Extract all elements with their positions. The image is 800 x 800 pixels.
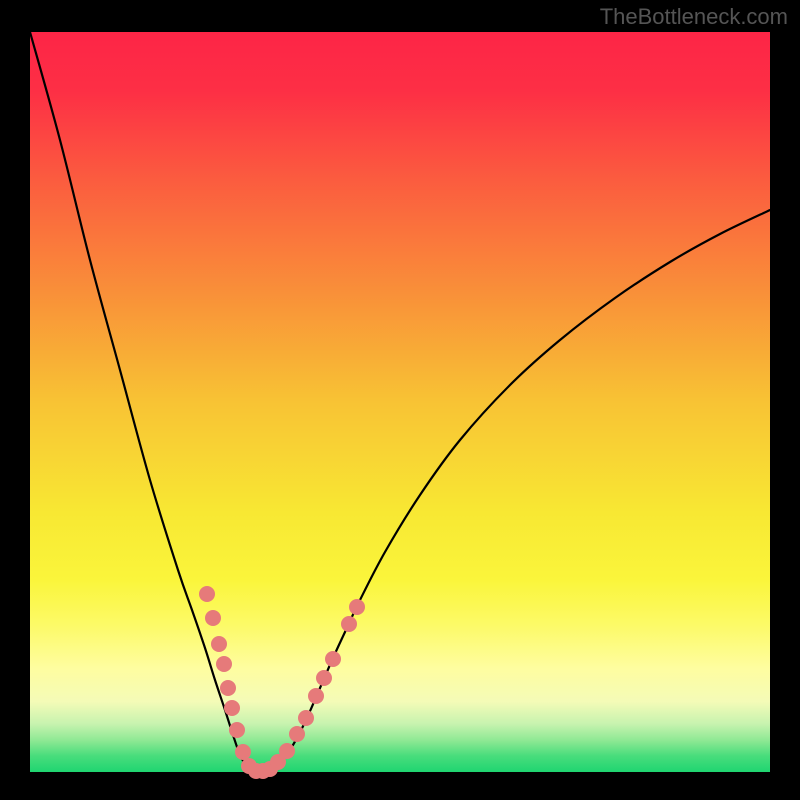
- bottleneck-chart: [0, 0, 800, 800]
- chart-frame: TheBottleneck.com: [0, 0, 800, 800]
- marker-dot: [316, 670, 332, 686]
- watermark-text: TheBottleneck.com: [600, 4, 788, 30]
- marker-dot: [216, 656, 232, 672]
- marker-dot: [224, 700, 240, 716]
- marker-dot: [289, 726, 305, 742]
- marker-dot: [211, 636, 227, 652]
- marker-dot: [235, 744, 251, 760]
- marker-dot: [298, 710, 314, 726]
- marker-dot: [279, 743, 295, 759]
- marker-dot: [341, 616, 357, 632]
- marker-dot: [349, 599, 365, 615]
- marker-dot: [220, 680, 236, 696]
- marker-dot: [205, 610, 221, 626]
- marker-dot: [199, 586, 215, 602]
- marker-dot: [325, 651, 341, 667]
- marker-dot: [308, 688, 324, 704]
- marker-dot: [229, 722, 245, 738]
- plot-background: [30, 32, 770, 772]
